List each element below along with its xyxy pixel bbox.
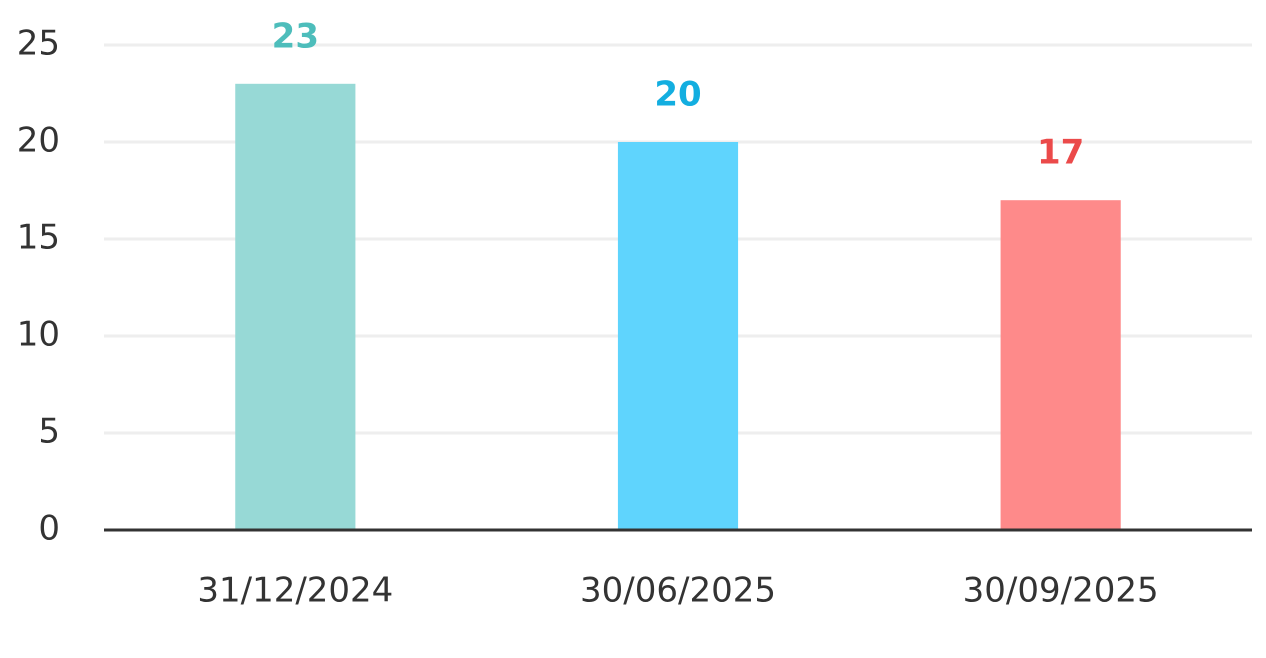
bar (617, 142, 739, 530)
y-tick-label: 0 (38, 509, 60, 549)
y-tick-label: 10 (17, 315, 60, 355)
value-label: 17 (1037, 133, 1084, 173)
y-tick-label: 5 (38, 412, 60, 452)
bar (1000, 200, 1121, 530)
y-tick-label: 25 (17, 24, 60, 64)
y-tick-label: 20 (17, 121, 60, 161)
value-label: 20 (654, 75, 701, 115)
value-label: 23 (272, 16, 319, 56)
bar (235, 83, 356, 531)
x-tick-label: 30/09/2025 (963, 571, 1159, 611)
x-tick-label: 30/06/2025 (580, 571, 776, 611)
x-tick-label: 31/12/2024 (197, 571, 393, 611)
y-tick-label: 15 (17, 218, 60, 258)
